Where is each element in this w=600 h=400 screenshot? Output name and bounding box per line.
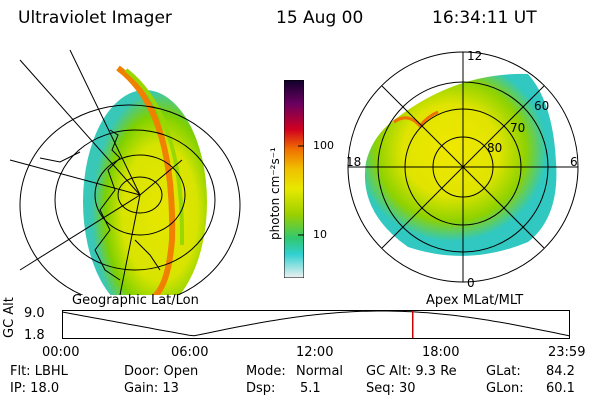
status-mode-value: Normal bbox=[296, 364, 344, 379]
status-gc-alt: GC Alt: 9.3 Re bbox=[366, 364, 457, 379]
left-panel-label: Geographic Lat/Lon bbox=[72, 293, 199, 308]
coastlines bbox=[39, 129, 161, 281]
status-dsp-label: Dsp: bbox=[246, 381, 276, 396]
date-label: 15 Aug 00 bbox=[276, 8, 364, 28]
colorbar-unit-label: photon cm⁻²s⁻¹ bbox=[268, 147, 282, 240]
status-glon-label: GLon: bbox=[486, 381, 524, 396]
lat-label-80: 80 bbox=[487, 141, 502, 155]
timeline-xtick-0000: 00:00 bbox=[42, 345, 80, 360]
status-glon-value: 60.1 bbox=[546, 381, 575, 396]
oval-hotspot bbox=[393, 110, 439, 129]
polar-grid bbox=[347, 51, 579, 283]
status-ip: IP: 18.0 bbox=[10, 381, 60, 396]
right-panel-label: Apex MLat/MLT bbox=[426, 293, 524, 308]
auroral-arc bbox=[116, 65, 176, 295]
status-glat-label: GLat: bbox=[486, 364, 521, 379]
colorbar-tick-10: 10 bbox=[313, 228, 327, 241]
geographic-image-panel bbox=[9, 49, 241, 295]
color-scale-bar bbox=[284, 80, 304, 278]
timeline-ytick-bottom: 1.8 bbox=[24, 328, 45, 343]
mlt-label-18: 18 bbox=[346, 155, 361, 169]
altitude-curve bbox=[62, 310, 570, 337]
status-filter: Flt: LBHL bbox=[10, 364, 68, 379]
colorbar-tick-100: 100 bbox=[313, 139, 334, 152]
timeline-xtick-1200: 12:00 bbox=[296, 345, 334, 360]
graticule bbox=[9, 49, 241, 295]
timeline-ylabel: GC Alt bbox=[2, 297, 17, 338]
timeline-xtick-1800: 18:00 bbox=[422, 345, 460, 360]
lat-label-70: 70 bbox=[510, 121, 525, 135]
mlt-label-6: 6 bbox=[570, 155, 578, 169]
altitude-timeline-plot bbox=[62, 310, 570, 339]
timeline-ytick-top: 9.0 bbox=[24, 306, 45, 321]
timeline-xtick-2359: 23:59 bbox=[548, 345, 586, 360]
status-glat-value: 84.2 bbox=[546, 364, 575, 379]
timeline-frame bbox=[62, 310, 570, 339]
status-door: Door: Open bbox=[124, 364, 199, 379]
mlt-label-0: 0 bbox=[467, 276, 475, 290]
status-dsp-value: 5.1 bbox=[300, 381, 321, 396]
timeline-xtick-0600: 06:00 bbox=[171, 345, 209, 360]
time-label: 16:34:11 UT bbox=[432, 8, 537, 28]
status-gain: Gain: 13 bbox=[124, 381, 179, 396]
status-seq: Seq: 30 bbox=[366, 381, 416, 396]
mlt-label-12: 12 bbox=[467, 49, 482, 63]
status-mode-label: Mode: bbox=[246, 364, 286, 379]
lat-label-60: 60 bbox=[534, 99, 549, 113]
polar-mlt-panel: 12 18 6 0 60 70 80 bbox=[346, 49, 579, 290]
instrument-title: Ultraviolet Imager bbox=[18, 8, 172, 28]
